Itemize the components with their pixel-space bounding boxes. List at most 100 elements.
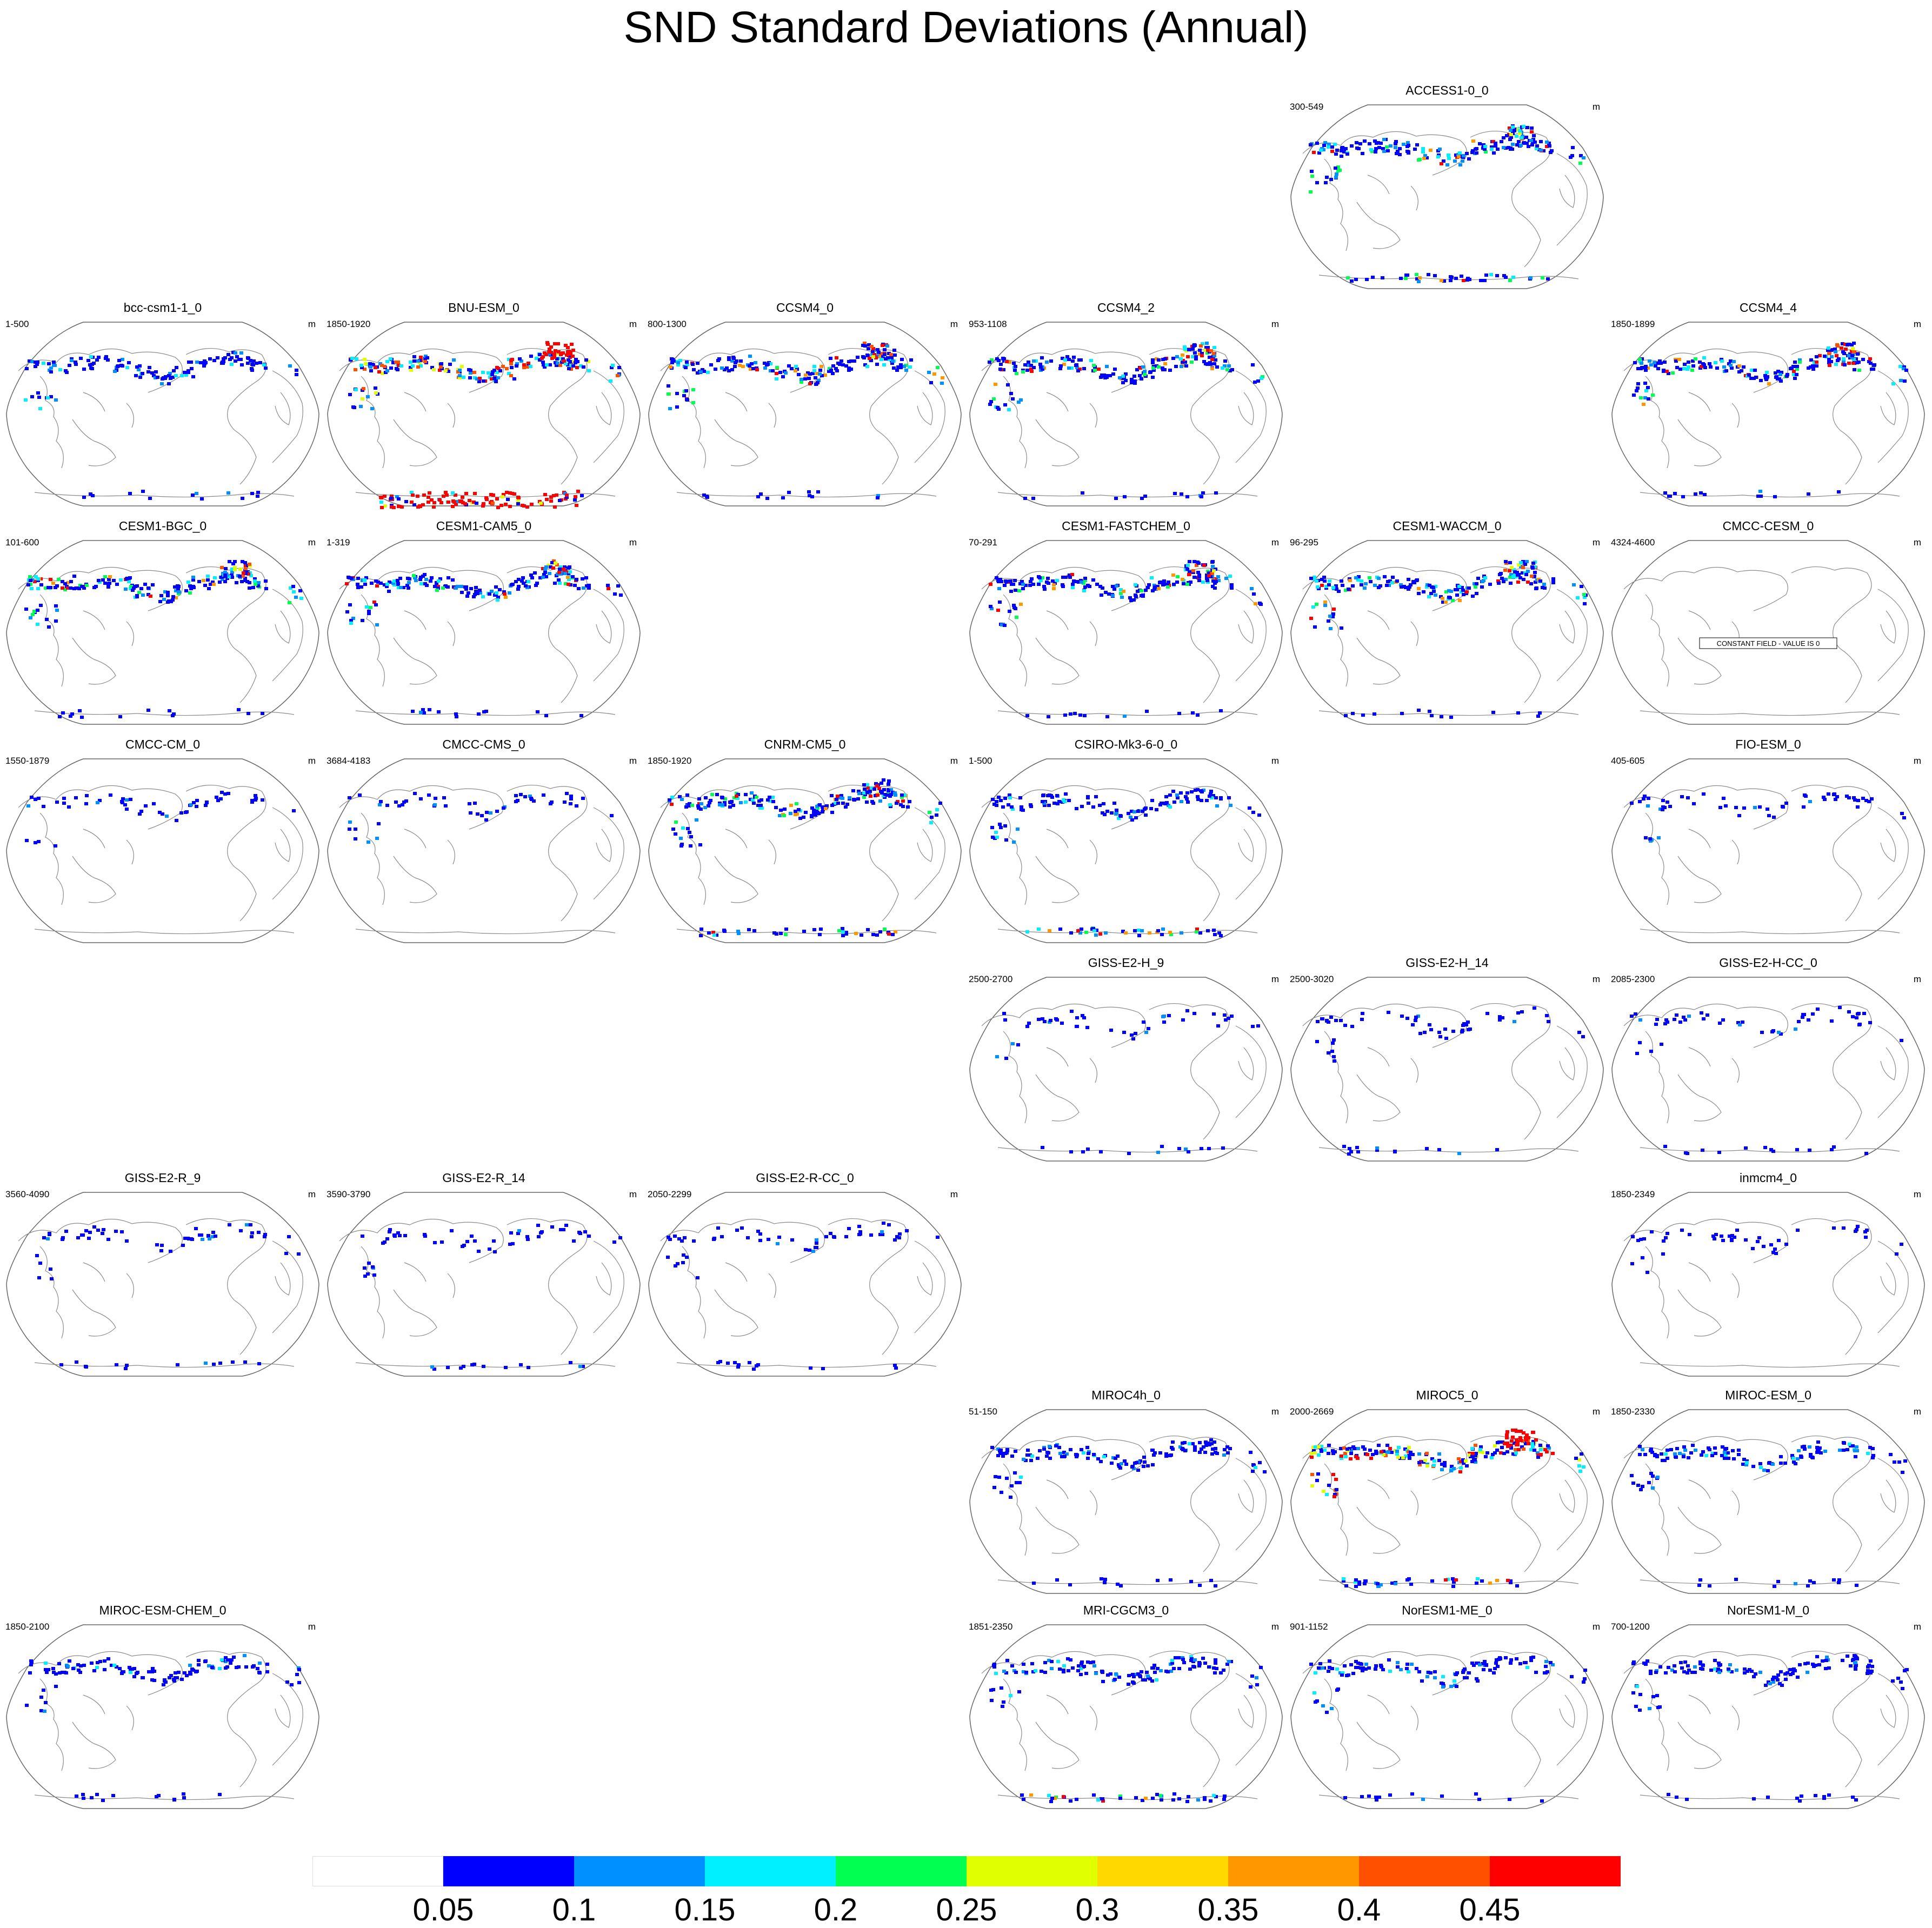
robinson-map [969,758,1283,943]
coastline [1197,866,1220,922]
map-panel-miroc-esm-chem_0: MIROC-ESM-CHEM_0 1850-2100 m [2,1603,323,1819]
map-panel-giss-e2-h-cc_0: GISS-E2-H-CC_0 2085-2300 m [1608,956,1929,1172]
coastline [1559,1479,1575,1513]
coastline [1046,610,1069,630]
coastline [447,621,455,646]
coastline [1731,1705,1740,1731]
snow-depth-cells [1309,124,1585,283]
coastline [1645,1678,1669,1771]
map-panel-csiro-mk3-6-0_0: CSIRO-Mk3-6-0_0 1-500 m [965,737,1287,953]
globe-outline [1290,1409,1604,1594]
coastline [1518,1085,1541,1140]
coastline [126,1273,134,1298]
panel-unit: m [1271,1622,1279,1632]
coastline [126,403,134,428]
coastline [682,1246,706,1339]
map-panel-giss-e2-r_14: GISS-E2-R_14 3590-3790 m [323,1171,644,1387]
coastline [361,1246,385,1339]
globe-outline [648,1192,962,1377]
coastline [72,856,116,903]
coastline [768,839,776,865]
coastline [355,710,616,716]
coastline [1645,1463,1669,1556]
coastline [1518,648,1541,703]
coastline [1877,1673,1909,1766]
panel-years: 800-1300 [648,319,687,329]
coastline [34,1794,295,1800]
snow-depth-cells [1630,1006,1903,1155]
panel-unit: m [308,756,316,766]
coastline [1645,1031,1669,1124]
coastline [1840,648,1862,703]
robinson-map [6,322,319,506]
coastline [997,929,1258,935]
panel-years: 4324-4600 [1611,537,1655,548]
colorbar-tick-label: 0.45 [1459,1892,1521,1927]
map-panel-cesm1-fastchem_0: CESM1-FASTCHEM_0 70-291 m [965,519,1287,735]
coastline [126,1705,134,1731]
coastline [997,1147,1258,1153]
panel-years: 101-600 [5,537,39,548]
colorbar-box [967,1856,1097,1886]
coastline [1640,1579,1900,1585]
snow-depth-cells [24,351,298,501]
panel-years: 1850-2100 [5,1622,50,1632]
coastline [339,785,504,830]
coastline [1356,637,1401,685]
coastline [596,1262,612,1296]
panel-unit: m [1913,537,1921,548]
panel-years: 1850-2349 [1611,1189,1655,1199]
coastline [18,1651,183,1696]
coastline [339,1218,504,1263]
panel-unit: m [308,319,316,329]
panel-title: CCSM4_4 [1739,301,1797,315]
globe-outline [1611,977,1925,1162]
coastline [1470,1651,1551,1733]
coastline [1318,1147,1579,1153]
robinson-map [648,1192,962,1377]
coastline [1318,710,1579,716]
globe-outline [969,1624,1283,1809]
coastline [1238,1694,1254,1728]
panel-unit: m [1592,1406,1600,1417]
panel-years: 96-295 [1290,537,1318,548]
panel-unit: m [629,1189,637,1199]
panel-years: 1-500 [969,756,992,766]
coastline [660,348,825,393]
map-panel-bcc-csm1-1_0: bcc-csm1-1_0 1-500 m [2,301,323,517]
coastline [1046,392,1069,412]
robinson-map [327,540,641,725]
coastline [725,1262,748,1282]
coastline [1035,1074,1080,1122]
coastline [275,392,291,425]
robinson-map [1290,104,1604,289]
panel-years: 3560-4090 [5,1189,50,1199]
coastline [34,492,295,498]
map-panel-cesm1-cam5_0: CESM1-CAM5_0 1-319 m [323,519,644,735]
snow-depth-cells [348,341,621,509]
coastline [714,1289,758,1337]
coastline [914,1240,945,1333]
coastline [1688,1694,1711,1714]
panel-years: 1550-1879 [5,756,50,766]
panel-unit: m [1913,1406,1921,1417]
snow-depth-cells [1315,1006,1585,1156]
robinson-map [1290,1624,1604,1809]
robinson-map [327,758,641,943]
coastline [1880,392,1896,425]
snow-depth-cells [990,788,1261,937]
panel-title: CESM1-FASTCHEM_0 [1062,519,1190,533]
panel-title: CMCC-CESM_0 [1722,519,1814,533]
snow-depth-cells [348,792,614,844]
coastline [1640,492,1900,498]
snow-depth-cells [995,1009,1260,1155]
coastline [234,1732,257,1787]
coastline [1235,807,1267,900]
coastline [1046,829,1069,849]
coastline [1877,1458,1909,1551]
coastline [1623,1218,1788,1263]
panel-title: GISS-E2-H_9 [1088,956,1164,970]
snow-depth-cells [1630,1440,1907,1588]
colorbar-tick-label: 0.35 [1197,1892,1259,1927]
